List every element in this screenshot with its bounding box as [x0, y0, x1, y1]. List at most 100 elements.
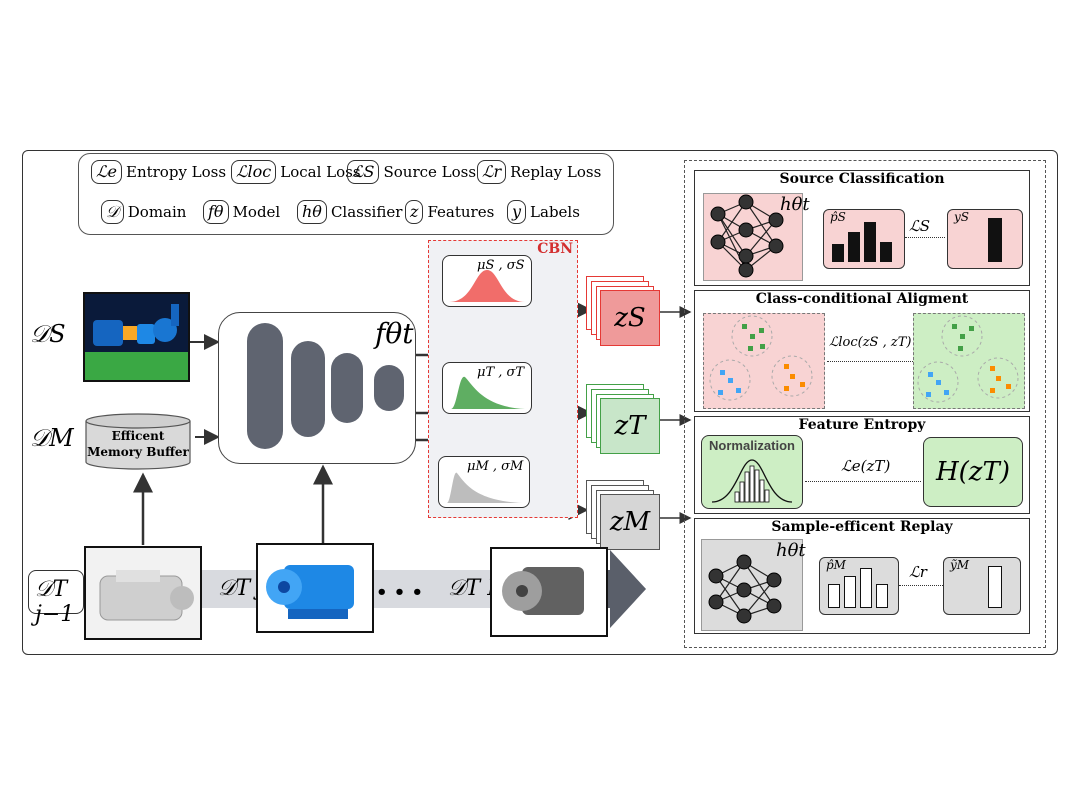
replay-prediction-box: p̂M — [819, 557, 899, 615]
legend-box: ℒe Entropy Loss ℒloc Local Loss ℒS Sourc… — [78, 153, 614, 235]
ds-label: 𝒟S — [30, 320, 66, 348]
zs-label: zS — [600, 290, 660, 346]
legend-labels: y Labels — [507, 200, 580, 224]
legend-label: Entropy Loss — [126, 163, 227, 181]
legend-label: Replay Loss — [510, 163, 602, 181]
legend-features: z Features — [405, 200, 494, 224]
legend-symbol: 𝒟 — [101, 200, 124, 224]
prediction-bar — [880, 242, 892, 262]
prediction-bar — [828, 584, 840, 608]
stream-ellipsis: • • • — [376, 582, 424, 603]
classifier-label: hθt — [776, 540, 806, 561]
target-clusters-icon — [917, 315, 1019, 403]
prediction-bar — [864, 222, 876, 262]
local-loss-label: ℒloc(zS , zT) — [829, 335, 912, 350]
layer-1 — [247, 323, 283, 449]
legend-symbol: ℒS — [347, 160, 380, 184]
motor-image-1 — [84, 546, 202, 640]
target-cluster-box — [913, 313, 1025, 409]
database-icon — [85, 413, 191, 470]
source-machine-image — [83, 292, 190, 382]
legend-symbol: fθ — [203, 200, 229, 224]
legend-symbol: z — [405, 200, 424, 224]
prediction-bar — [860, 568, 872, 608]
source-prediction-box: p̂S — [823, 209, 905, 269]
neural-network-icon — [708, 554, 782, 624]
gray-motor-icon — [502, 567, 584, 615]
dm-label: 𝒟M — [30, 424, 74, 452]
target-distribution-icon — [451, 376, 525, 409]
source-clusters-icon — [709, 315, 813, 401]
memory-distribution-icon — [447, 472, 523, 503]
zm-feature-stack: zM — [586, 480, 660, 550]
class-alignment-panel: Class-conditional Aligment ℒloc(zS , zT) — [694, 290, 1030, 412]
entropy-label: H(zT) — [935, 457, 1010, 487]
panel-title: Sample-efficent Replay — [771, 519, 953, 535]
histogram-icon — [711, 459, 793, 503]
legend-label: Domain — [127, 203, 187, 221]
label-bar — [988, 218, 1002, 262]
source-stats-label: μS , σS — [477, 258, 525, 273]
prediction-bar — [832, 244, 844, 262]
pump-icon — [85, 304, 188, 380]
legend-symbol: ℒe — [91, 160, 122, 184]
layer-3 — [331, 353, 363, 423]
legend-label: Source Loss — [383, 163, 477, 181]
source-cluster-box — [703, 313, 825, 409]
panel-title: Source Classification — [779, 171, 945, 187]
legend-classifier: hθ Classifier — [297, 200, 402, 224]
replay-classifier-network: hθt — [701, 539, 806, 631]
neural-network-icon — [710, 194, 784, 278]
prediction-bar — [848, 232, 860, 262]
normalization-label: Normalization — [709, 438, 795, 453]
loss-connector — [805, 481, 921, 482]
zs-feature-stack: zS — [586, 276, 660, 346]
motor-image-2 — [256, 543, 374, 633]
legend-entropy-loss: ℒe Entropy Loss — [91, 160, 226, 184]
main-frame — [22, 150, 1058, 655]
replay-loss-label: ℒr — [909, 563, 927, 581]
legend-symbol: ℒr — [477, 160, 507, 184]
classifier-network: hθt — [703, 193, 810, 281]
motor-image-3 — [490, 547, 608, 637]
loss-connector — [905, 237, 945, 238]
panel-title: Feature Entropy — [798, 417, 926, 433]
memory-stats-label: μM , σM — [467, 459, 524, 474]
source-distribution-icon — [449, 270, 525, 302]
label-text: yS — [954, 210, 969, 224]
source-loss-label: ℒS — [909, 217, 931, 235]
replay-panel: Sample-efficent Replay hθt p̂M ℒr ỹM — [694, 518, 1030, 634]
cbn-title: CBN — [537, 241, 573, 257]
model-label: fθt — [375, 317, 414, 350]
entropy-box: H(zT) — [923, 437, 1023, 507]
feature-entropy-panel: Feature Entropy Normalization ℒe(zT) H(z… — [694, 416, 1030, 514]
memory-buffer: Efficent Memory Buffer — [84, 412, 192, 470]
legend-symbol: y — [507, 200, 527, 224]
normalization-box: Normalization — [701, 435, 803, 509]
objectives-container — [684, 160, 1046, 648]
legend-model: fθ Model — [203, 200, 280, 224]
replay-label-box: ỹM — [943, 557, 1021, 615]
loss-connector — [899, 585, 943, 586]
motor-icon — [99, 570, 194, 621]
dt-prev-label: 𝒟T j−1 — [35, 577, 75, 627]
target-stats-label: μT , σT — [477, 365, 525, 380]
legend-source-loss: ℒS Source Loss — [347, 160, 476, 184]
zt-label: zT — [600, 398, 660, 454]
legend-label: Local Loss — [280, 163, 361, 181]
legend-label: Classifier — [330, 203, 403, 221]
prediction-bar — [844, 576, 856, 608]
prediction-label: p̂M — [826, 558, 846, 572]
layer-4 — [374, 365, 404, 411]
label-text: ỹM — [950, 558, 970, 572]
entropy-loss-label: ℒe(zT) — [841, 457, 891, 475]
loss-connector — [827, 361, 913, 362]
legend-replay-loss: ℒr Replay Loss — [477, 160, 601, 184]
memory-buffer-label: Efficent Memory Buffer — [87, 429, 189, 459]
dt-prev-box: 𝒟T j−1 — [28, 570, 84, 627]
layer-2 — [291, 341, 325, 437]
model-box: fθt — [218, 312, 416, 464]
source-stats-box: μS , σS — [442, 255, 532, 307]
legend-label: Model — [232, 203, 281, 221]
classifier-label: hθt — [780, 194, 810, 215]
